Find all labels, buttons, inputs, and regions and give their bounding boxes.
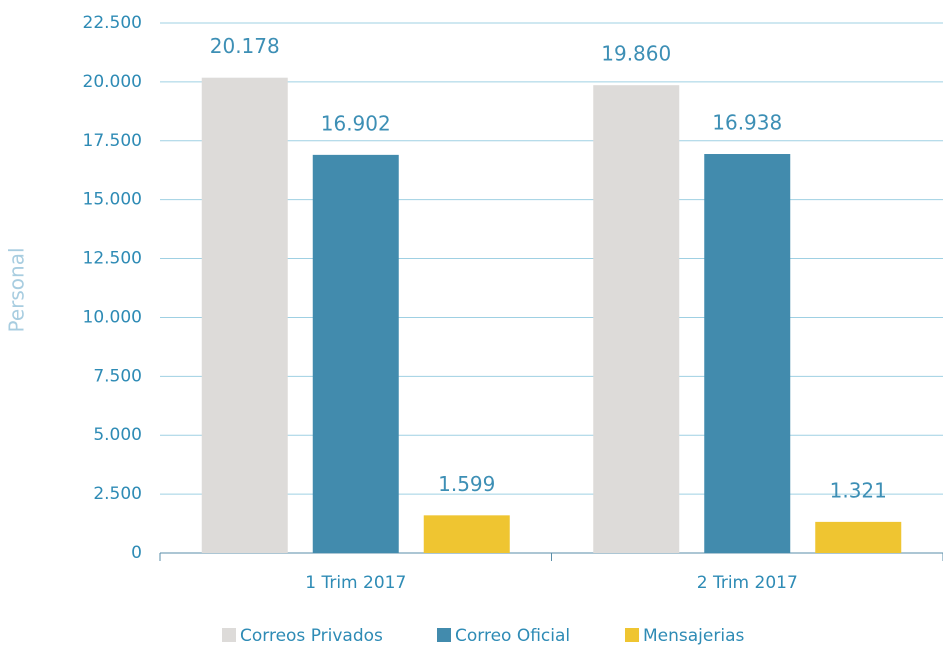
bar bbox=[704, 154, 791, 554]
legend-label: Correo Oficial bbox=[455, 626, 570, 646]
y-tick-label: 0 bbox=[131, 543, 142, 563]
y-tick-label: 12.500 bbox=[83, 249, 142, 269]
bar bbox=[593, 85, 680, 553]
data-label: 1.321 bbox=[830, 478, 887, 502]
y-axis-label: Personal bbox=[5, 247, 29, 332]
y-tick-label: 10.000 bbox=[83, 307, 142, 327]
bar bbox=[423, 515, 510, 553]
bar bbox=[312, 154, 399, 553]
data-label: 19.860 bbox=[601, 42, 671, 66]
legend-swatch bbox=[625, 628, 639, 642]
legend-label: Mensajerias bbox=[643, 626, 744, 646]
y-tick-label: 20.000 bbox=[83, 72, 142, 92]
legend-label: Correos Privados bbox=[240, 626, 383, 646]
y-tick-label: 17.500 bbox=[83, 131, 142, 151]
y-tick-label: 2.500 bbox=[93, 484, 142, 504]
data-label: 1.599 bbox=[438, 472, 495, 496]
x-tick-label: 2 Trim 2017 bbox=[697, 573, 798, 593]
legend-swatch bbox=[222, 628, 236, 642]
bar bbox=[201, 77, 288, 554]
data-label: 16.902 bbox=[321, 111, 391, 135]
y-tick-label: 5.000 bbox=[93, 425, 142, 445]
legend-swatch bbox=[437, 628, 451, 642]
bar bbox=[815, 521, 902, 553]
y-tick-label: 22.500 bbox=[83, 13, 142, 33]
data-label: 16.938 bbox=[712, 111, 782, 135]
data-label: 20.178 bbox=[210, 34, 280, 58]
y-tick-label: 15.000 bbox=[83, 190, 142, 210]
x-tick-label: 1 Trim 2017 bbox=[305, 573, 406, 593]
y-tick-label: 7.500 bbox=[93, 366, 142, 386]
